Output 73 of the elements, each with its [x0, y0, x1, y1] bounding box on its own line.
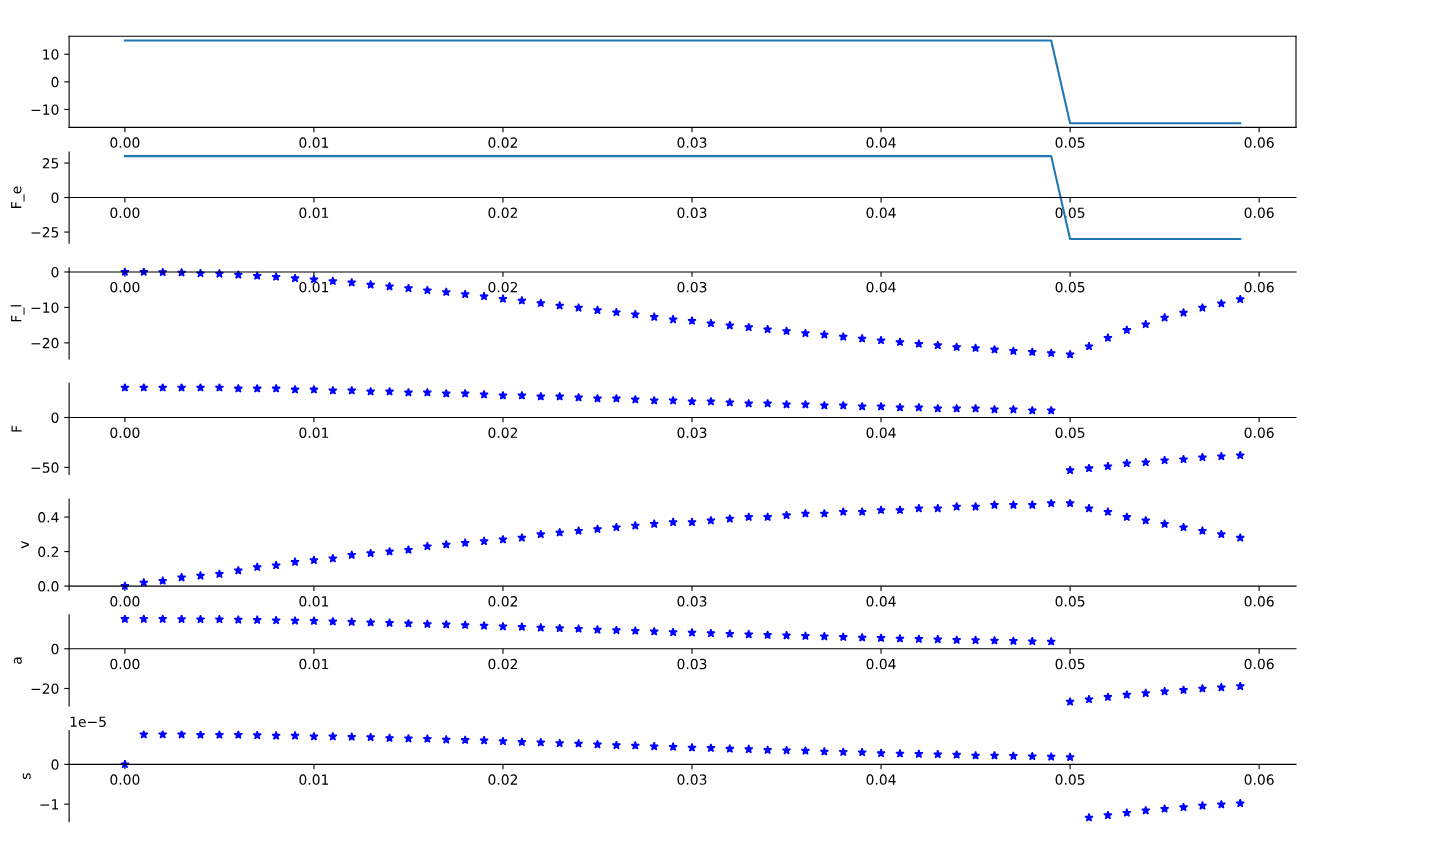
- x-tick-label: 0.05: [1055, 658, 1085, 670]
- y-tick-label: −25: [31, 227, 59, 238]
- x-tick-label: 0.06: [1244, 137, 1274, 148]
- x-tick-label: 0.06: [1244, 281, 1274, 293]
- y-tick-label: 0: [51, 643, 59, 655]
- x-tick-label: 0.02: [488, 774, 518, 785]
- x-tick-label: 0.06: [1244, 207, 1274, 219]
- y-tick-label: 25: [42, 158, 59, 169]
- x-tick-label: 0.02: [488, 137, 518, 148]
- y-axis-title: v: [21, 540, 29, 549]
- x-tick-label: 0.01: [299, 658, 329, 670]
- y-tick-label: −10: [31, 104, 59, 115]
- y-axis-title: F_e: [11, 186, 25, 208]
- x-tick-label: 0.00: [110, 774, 140, 785]
- x-tick-label: 0.01: [299, 281, 329, 293]
- x-tick-label: 0.01: [299, 137, 329, 148]
- x-tick-label: 0.04: [866, 207, 896, 219]
- y-tick-label: −1: [40, 799, 59, 810]
- x-tick-label: 0.01: [299, 774, 329, 785]
- x-tick-label: 0.01: [299, 596, 329, 607]
- x-tick-label: 0.03: [677, 658, 707, 670]
- x-tick-label: 0.05: [1055, 596, 1085, 607]
- y-tick-label: 0: [51, 759, 59, 770]
- y-tick-label: 0.2: [38, 546, 59, 558]
- x-tick-label: 0.04: [866, 658, 896, 670]
- x-tick-label: 0.04: [866, 427, 896, 438]
- x-tick-label: 0.00: [110, 281, 140, 293]
- y-tick-label: −20: [31, 683, 59, 694]
- x-tick-label: 0.02: [488, 427, 518, 438]
- y-tick-label: −50: [31, 462, 59, 473]
- x-tick-label: 0.02: [488, 658, 518, 670]
- x-tick-label: 0.06: [1244, 596, 1274, 607]
- x-tick-label: 0.00: [110, 427, 140, 438]
- x-tick-label: 0.01: [299, 427, 329, 438]
- x-tick-label: 0.00: [110, 658, 140, 670]
- text: 1e−5: [70, 716, 106, 727]
- y-tick-label: 0: [51, 192, 59, 204]
- y-tick-label: 0: [51, 266, 59, 278]
- x-tick-label: 0.03: [677, 281, 707, 293]
- x-tick-label: 0.03: [677, 427, 707, 438]
- y-axis-title: F: [11, 425, 22, 432]
- y-axis-title: s: [22, 773, 31, 779]
- x-tick-label: 0.03: [677, 596, 707, 607]
- x-tick-label: 0.05: [1055, 774, 1085, 785]
- x-tick-label: 0.04: [866, 596, 896, 607]
- x-tick-label: 0.04: [866, 137, 896, 148]
- x-tick-label: 0.04: [866, 281, 896, 293]
- x-tick-label: 0.05: [1055, 137, 1085, 148]
- x-tick-label: 0.01: [299, 207, 329, 219]
- y-tick-label: −20: [31, 337, 59, 349]
- x-tick-label: 0.06: [1244, 658, 1274, 670]
- x-tick-label: 0.02: [488, 207, 518, 219]
- x-tick-label: 0.05: [1055, 427, 1085, 438]
- y-tick-label: 10: [43, 49, 59, 60]
- y-tick-label: 0: [51, 412, 59, 423]
- y-axis-title: a: [13, 657, 22, 664]
- x-tick-label: 0.02: [488, 281, 518, 293]
- x-tick-label: 0.00: [110, 207, 140, 219]
- y-tick-label: 0.4: [38, 512, 59, 523]
- x-tick-label: 0.03: [677, 207, 707, 219]
- x-tick-label: 0.06: [1244, 427, 1274, 438]
- y-tick-label: 0: [51, 76, 59, 88]
- x-tick-label: 0.04: [866, 774, 896, 785]
- x-tick-label: 0.03: [677, 137, 707, 148]
- x-tick-label: 0.00: [110, 137, 140, 148]
- x-tick-label: 0.00: [110, 596, 140, 607]
- x-tick-label: 0.03: [677, 774, 707, 785]
- x-tick-label: 0.05: [1055, 281, 1085, 293]
- y-tick-label: 0.0: [38, 581, 59, 592]
- x-tick-label: 0.06: [1244, 774, 1274, 785]
- y-axis-title: F_l: [10, 305, 25, 322]
- y-tick-label: −10: [31, 302, 59, 313]
- x-tick-label: 0.02: [488, 596, 518, 607]
